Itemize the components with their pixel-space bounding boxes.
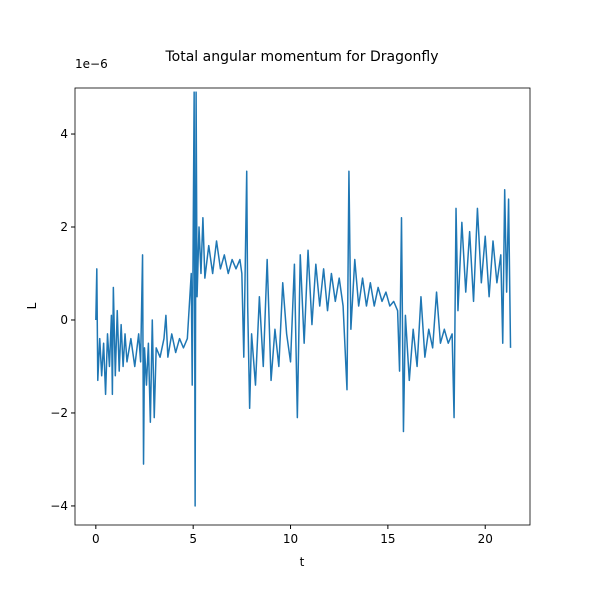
plot-frame bbox=[74, 87, 531, 526]
x-tick-label: 10 bbox=[283, 532, 298, 546]
x-tick-label: 15 bbox=[380, 532, 395, 546]
y-axis-label: L bbox=[25, 302, 39, 309]
x-axis-label: t bbox=[300, 555, 305, 569]
y-tick-label: 2 bbox=[60, 220, 68, 234]
y-tick-label: −2 bbox=[50, 406, 68, 420]
y-tick-label: −4 bbox=[50, 499, 68, 513]
x-tick-label: 20 bbox=[478, 532, 493, 546]
data-line bbox=[95, 91, 512, 507]
y-tick-label: 0 bbox=[60, 313, 68, 327]
offset-text: 1e−6 bbox=[75, 57, 108, 71]
x-tick-label: 0 bbox=[92, 532, 100, 546]
y-tick-label: 4 bbox=[60, 127, 68, 141]
chart-title: Total angular momentum for Dragonfly bbox=[164, 49, 438, 65]
x-tick-label: 5 bbox=[189, 532, 197, 546]
